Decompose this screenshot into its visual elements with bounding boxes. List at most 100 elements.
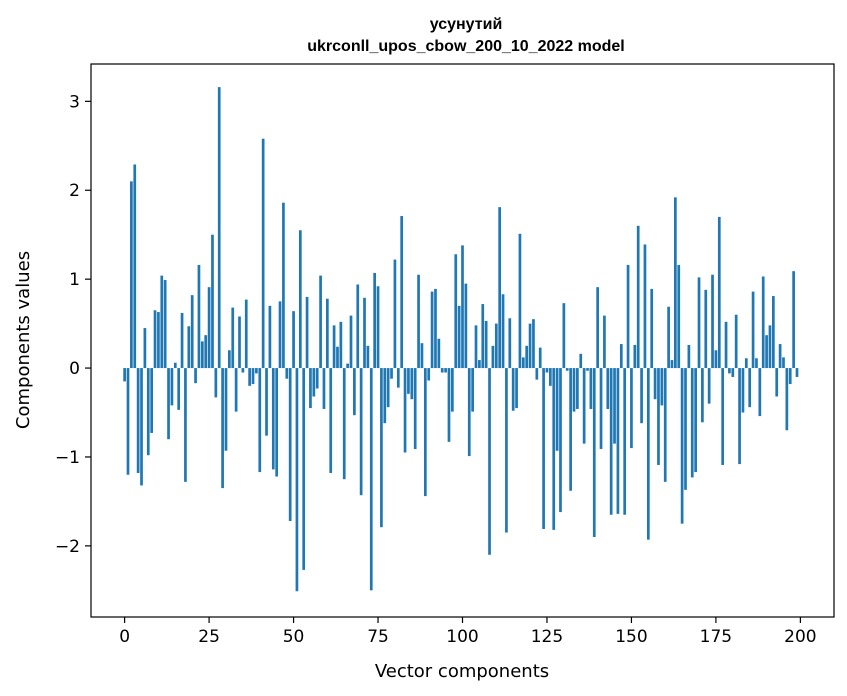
bar-8 (150, 368, 153, 433)
bar-115 (511, 368, 515, 411)
y-tick-label-1: 1 (69, 270, 80, 290)
bar-36 (244, 299, 248, 369)
bar-113 (505, 368, 508, 533)
bar-20 (190, 295, 194, 369)
bar-182 (738, 368, 741, 465)
bar-174 (711, 274, 714, 369)
bar-105 (478, 360, 481, 369)
bar-34 (238, 316, 241, 369)
bar-100 (461, 245, 464, 369)
bar-68 (353, 368, 356, 416)
bar-165 (680, 368, 684, 524)
bar-5 (140, 368, 143, 486)
x-tick-label-25: 25 (198, 627, 220, 647)
bar-155 (646, 368, 650, 540)
bar-90 (427, 368, 431, 381)
bar-183 (741, 368, 745, 413)
bar-94 (440, 368, 444, 373)
bar-46 (278, 301, 282, 369)
bar-49 (288, 368, 292, 521)
bar-28 (217, 87, 221, 369)
bar-154 (643, 244, 647, 369)
bar-14 (170, 368, 174, 406)
bar-136 (582, 368, 586, 444)
bar-131 (565, 368, 569, 371)
bar-146 (616, 368, 620, 514)
bar-150 (630, 368, 633, 449)
x-tick-label-75: 75 (367, 627, 389, 647)
bar-126 (549, 368, 552, 386)
bar-148 (623, 368, 627, 515)
bar-77 (383, 368, 387, 424)
bar-168 (690, 368, 694, 478)
bar-180 (731, 368, 735, 377)
bar-2 (130, 181, 133, 369)
bar-39 (255, 368, 258, 374)
bar-65 (342, 368, 346, 480)
bar-25 (207, 287, 211, 369)
bar-82 (400, 216, 404, 369)
x-tick-label-175: 175 (700, 627, 732, 647)
bar-123 (538, 347, 542, 369)
bar-164 (677, 264, 681, 369)
bar-163 (674, 197, 677, 369)
bar-74 (373, 272, 376, 369)
bar-0 (123, 368, 126, 382)
bar-61 (329, 368, 333, 473)
bar-38 (251, 368, 255, 385)
bar-143 (606, 368, 610, 409)
bar-107 (484, 320, 488, 369)
bar-147 (619, 344, 623, 369)
bar-117 (518, 233, 522, 369)
bar-102 (467, 368, 471, 457)
bar-179 (728, 368, 731, 374)
bar-71 (363, 297, 366, 369)
bar-187 (755, 358, 758, 369)
bar-127 (552, 368, 556, 530)
bar-139 (592, 368, 596, 537)
bar-122 (535, 368, 539, 380)
bar-95 (444, 368, 447, 373)
bar-97 (451, 368, 454, 412)
bar-186 (751, 291, 755, 369)
bar-33 (234, 368, 238, 412)
bar-129 (559, 368, 562, 513)
bar-142 (603, 315, 606, 369)
plot-frame (90, 63, 835, 618)
bar-92 (434, 288, 437, 369)
bar-58 (319, 275, 322, 369)
bar-188 (758, 368, 762, 417)
bar-15 (173, 362, 177, 369)
bar-153 (640, 368, 643, 424)
bar-16 (177, 368, 181, 410)
bar-114 (508, 318, 512, 369)
bar-26 (211, 234, 214, 369)
bar-12 (163, 280, 167, 369)
y-tick-label--1: −1 (55, 448, 80, 468)
x-tick-label-200: 200 (784, 627, 816, 647)
bar-79 (390, 368, 393, 379)
bar-160 (663, 368, 667, 482)
bar-50 (292, 311, 295, 369)
bar-197 (788, 368, 792, 385)
bar-27 (214, 368, 218, 398)
bar-1 (126, 368, 130, 475)
bar-63 (336, 346, 339, 369)
bar-185 (748, 368, 752, 408)
bar-108 (488, 368, 491, 555)
bar-44 (271, 368, 275, 470)
bar-85 (410, 368, 414, 400)
y-tick-label--2: −2 (55, 537, 80, 557)
bar-40 (258, 368, 262, 473)
bar-57 (315, 368, 319, 389)
bar-193 (775, 368, 779, 397)
bar-198 (792, 271, 795, 369)
bar-35 (241, 368, 245, 373)
bar-121 (532, 319, 535, 369)
bar-4 (136, 368, 140, 473)
bar-45 (275, 368, 279, 477)
chart-subtitle: ukrconll_upos_cbow_200_10_2022 model (307, 38, 624, 55)
x-tick-label-125: 125 (531, 627, 563, 647)
bar-6 (143, 328, 147, 369)
